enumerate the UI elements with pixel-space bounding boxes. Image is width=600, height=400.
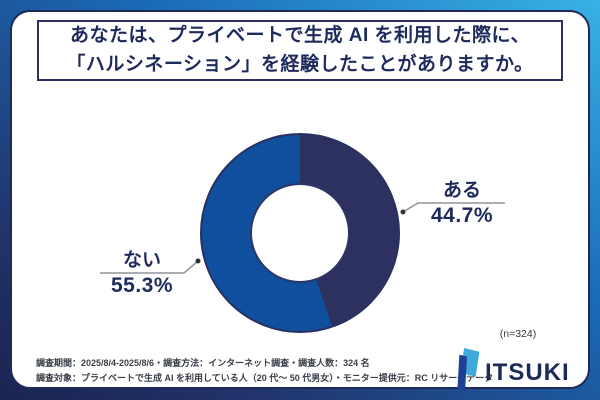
itsuki-logo: ITSUKI xyxy=(452,347,570,391)
segment-label-aru: ある xyxy=(442,180,481,201)
survey-methodology-line1: 調査期間：2025/8/4-2025/8/6・調査方法：インターネット調査・調査… xyxy=(36,358,370,368)
sample-size-note: (n=324) xyxy=(499,328,537,340)
survey-question-line2: 「ハルシネーション」を経験したことがありますか。 xyxy=(66,53,534,75)
survey-methodology-footer: 調査期間：2025/8/4-2025/8/6・調査方法：インターネット調査・調査… xyxy=(36,356,493,386)
survey-methodology-line2: 調査対象：プライベートで生成 AI を利用している人（20 代〜 50 代男女）… xyxy=(36,373,494,383)
itsuki-logo-icon xyxy=(457,347,480,391)
itsuki-logo-text: ITSUKI xyxy=(485,359,570,386)
segment-value-nai: 55.3% xyxy=(110,274,174,297)
survey-question-line1: あなたは、プライベートで生成 AI を利用した際に、 xyxy=(70,25,530,46)
donut-chart-hole xyxy=(250,183,350,283)
segment-label-nai: ない xyxy=(122,250,161,271)
segment-value-aru: 44.7% xyxy=(430,204,494,227)
survey-question-box: あなたは、プライベートで生成 AI を利用した際に、 「ハルシネーション」を経験… xyxy=(37,20,563,81)
